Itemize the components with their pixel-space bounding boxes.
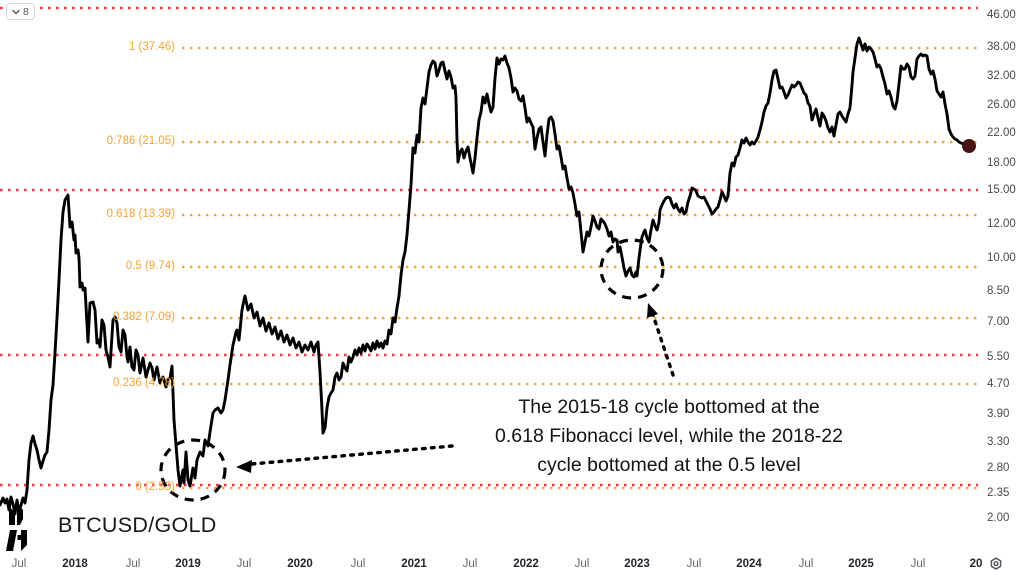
settings-gear-icon[interactable] (988, 556, 1004, 572)
annotation-arrow (651, 313, 675, 377)
price-axis-label: 5.50 (987, 351, 1010, 363)
price-axis-label: 3.30 (987, 436, 1010, 448)
price-line-series (0, 36, 971, 516)
price-axis-label: 7.00 (987, 316, 1010, 328)
time-axis-label: Jul (686, 558, 702, 570)
fib-level-label: 1 (37.46) (128, 41, 175, 53)
time-axis-label: Jul (798, 558, 814, 570)
interval-button[interactable]: 8 (6, 3, 35, 20)
time-axis-label: 2018 (62, 558, 88, 570)
price-axis-label: 46.00 (987, 9, 1016, 21)
annotation-text: The 2015-18 cycle bottomed at the 0.618 … (436, 393, 902, 480)
annotation-line-1: The 2015-18 cycle bottomed at the (518, 396, 820, 418)
annotation-arrowhead (647, 303, 658, 318)
fib-level-label: 0.5 (9.74) (125, 260, 175, 272)
annotation-line-3: cycle bottomed at the 0.5 level (537, 454, 801, 476)
last-price-dot (962, 139, 976, 153)
annotation-arrow (250, 444, 454, 466)
time-axis-label: 2025 (848, 558, 874, 570)
time-axis-label: Jul (350, 558, 366, 570)
chevron-down-icon (12, 9, 20, 14)
price-axis-label: 8.50 (987, 285, 1010, 297)
fib-level-label: 0.786 (21.05) (106, 135, 175, 147)
time-axis-label: 2019 (175, 558, 201, 570)
time-axis-label: Jul (11, 558, 27, 570)
price-axis-label: 2.35 (987, 487, 1010, 499)
time-axis-label: 2023 (624, 558, 650, 570)
price-axis-label: 3.90 (987, 408, 1010, 420)
time-axis-label: Jul (574, 558, 590, 570)
time-axis-label: Jul (910, 558, 926, 570)
time-axis-label: 20 (969, 558, 983, 570)
price-axis-label: 2.00 (987, 512, 1010, 524)
interval-value: 8 (23, 5, 29, 18)
price-axis-label: 2.80 (987, 462, 1010, 474)
highlight-circle (159, 438, 227, 502)
annotation-arrowhead (236, 460, 252, 473)
time-axis-label: 2021 (401, 558, 427, 570)
price-axis-label: 10.00 (987, 252, 1016, 264)
annotation-line-2: 0.618 Fibonacci level, while the 2018-22 (495, 425, 843, 447)
tradingview-logo (6, 503, 27, 551)
symbol-label: BTCUSD/GOLD (58, 513, 217, 537)
time-axis-label: Jul (125, 558, 141, 570)
price-axis-label: 12.00 (987, 218, 1016, 230)
time-axis-label: Jul (236, 558, 252, 570)
price-axis-label: 32.00 (987, 70, 1016, 82)
price-axis-label: 22.00 (987, 127, 1016, 139)
price-axis-label: 26.00 (987, 99, 1016, 111)
fib-level-label: 0 (2.53) (135, 481, 175, 493)
time-axis-label: 2020 (287, 558, 313, 570)
fib-level-label: 0.382 (7.09) (112, 311, 175, 323)
time-axis-label: Jul (462, 558, 478, 570)
time-axis-label: 2024 (736, 558, 762, 570)
price-axis-label: 4.70 (987, 378, 1010, 390)
fib-level-label: 0.618 (13.39) (106, 208, 175, 220)
price-axis-label: 38.00 (987, 41, 1016, 53)
price-axis-label: 18.00 (987, 157, 1016, 169)
price-axis-label: 15.00 (987, 184, 1016, 196)
highlight-circle (599, 238, 665, 300)
time-axis-label: 2022 (513, 558, 539, 570)
fib-level-label: 0.236 (4.78) (112, 377, 175, 389)
